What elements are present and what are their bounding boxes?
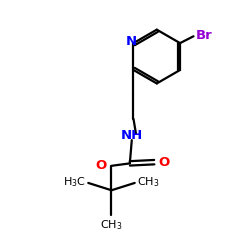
Text: CH$_3$: CH$_3$ — [100, 218, 123, 232]
Text: NH: NH — [121, 129, 144, 142]
Text: O: O — [159, 156, 170, 169]
Text: Br: Br — [196, 28, 212, 42]
Text: H$_3$C: H$_3$C — [64, 175, 86, 188]
Text: CH$_3$: CH$_3$ — [137, 175, 159, 188]
Text: N: N — [126, 36, 137, 49]
Text: O: O — [96, 159, 107, 172]
